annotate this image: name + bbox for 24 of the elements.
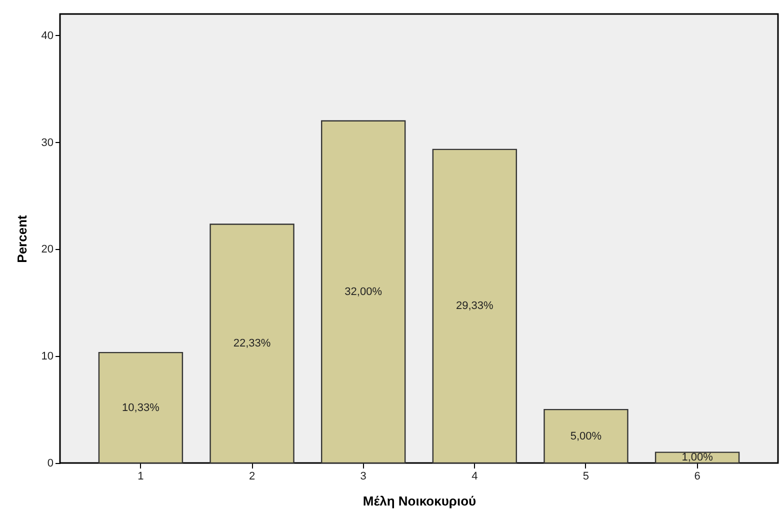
x-axis-title: Μέλη Νοικοκυριού	[362, 494, 477, 508]
data-label: 32,00%	[344, 286, 382, 298]
bar	[210, 224, 294, 464]
x-tick-label: 5	[582, 470, 590, 482]
bar	[320, 120, 406, 464]
y-tick-label: 30	[41, 136, 54, 149]
data-label: 29,33%	[456, 300, 494, 312]
x-tick-label: 2	[248, 470, 256, 482]
x-tick-label: 1	[138, 470, 144, 482]
data-label: 1,00%	[682, 452, 714, 464]
x-tick-label: 6	[694, 470, 700, 482]
bar	[544, 408, 628, 464]
x-tick-label: 4	[472, 470, 478, 482]
data-label: 10,33%	[122, 402, 160, 414]
y-tick-label: 0	[47, 458, 54, 470]
bar	[98, 352, 184, 464]
y-axis-title: Percent	[14, 214, 30, 263]
y-tick-label: 40	[41, 30, 54, 42]
y-tick-label: 20	[41, 244, 54, 256]
bar	[432, 148, 518, 464]
data-label: 5,00%	[570, 430, 602, 442]
y-tick-label: 10	[41, 350, 54, 363]
x-tick-label: 3	[360, 470, 366, 482]
data-label: 22,33%	[233, 338, 271, 350]
